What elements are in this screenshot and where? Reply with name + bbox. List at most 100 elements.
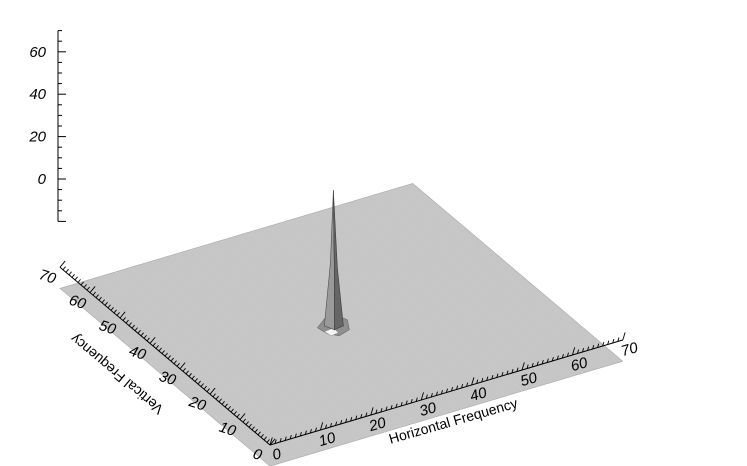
- x-minor-tick: [445, 388, 448, 393]
- y-minor-tick: [218, 398, 222, 403]
- y-minor-tick: [221, 400, 225, 405]
- x-minor-tick: [577, 349, 580, 354]
- x-minor-tick: [325, 424, 328, 429]
- x-minor-tick: [309, 429, 312, 434]
- x-tick-label: 70: [619, 339, 640, 360]
- x-minor-tick: [456, 385, 459, 390]
- y-minor-tick: [236, 413, 240, 418]
- y-minor-tick: [92, 291, 96, 296]
- y-minor-tick: [260, 434, 264, 438]
- y-minor-tick: [110, 307, 114, 311]
- y-minor-tick: [71, 273, 75, 278]
- x-minor-tick: [365, 412, 368, 417]
- y-minor-tick: [215, 395, 219, 400]
- x-tick-label: 40: [468, 384, 489, 405]
- y-minor-tick: [101, 299, 105, 304]
- y-major-tick: [269, 438, 276, 446]
- x-major-tick: [622, 332, 626, 341]
- y-minor-tick: [206, 388, 210, 392]
- y-tick-label: 20: [186, 393, 209, 415]
- x-minor-tick: [350, 417, 353, 422]
- x-minor-tick: [274, 439, 277, 444]
- y-minor-tick: [128, 322, 132, 326]
- y-minor-tick: [245, 421, 249, 425]
- y-major-tick: [59, 260, 66, 268]
- x-major-tick: [319, 422, 324, 431]
- y-minor-tick: [65, 268, 69, 273]
- x-minor-tick: [430, 393, 433, 398]
- y-minor-tick: [197, 380, 201, 385]
- y-minor-tick: [125, 319, 129, 324]
- axes-layer: [57, 30, 626, 446]
- x-minor-tick: [546, 358, 549, 363]
- y-minor-tick: [233, 411, 237, 415]
- y-minor-tick: [200, 383, 204, 387]
- y-tick-label: 60: [67, 292, 89, 314]
- x-major-tick: [471, 377, 475, 386]
- y-minor-tick: [83, 284, 87, 288]
- y-minor-tick: [188, 373, 192, 377]
- y-major-tick: [119, 311, 126, 319]
- y-minor-tick: [98, 296, 102, 301]
- y-minor-tick: [248, 423, 252, 428]
- x-minor-tick: [597, 343, 600, 348]
- z-tick-label: 40: [29, 86, 46, 103]
- z-tick-label: 20: [28, 129, 46, 146]
- x-minor-tick: [410, 399, 413, 404]
- x-minor-tick: [299, 432, 302, 437]
- x-minor-tick: [536, 361, 539, 366]
- x-minor-tick: [304, 430, 307, 435]
- x-tick-label: 10: [317, 429, 338, 450]
- y-minor-tick: [242, 418, 246, 423]
- y-tick-label: 50: [97, 317, 119, 339]
- peak-layer: [316, 190, 350, 337]
- y-minor-tick: [257, 431, 261, 436]
- y-minor-tick: [77, 279, 81, 283]
- x-minor-tick: [607, 340, 610, 345]
- y-minor-tick: [191, 375, 195, 380]
- y-minor-tick: [137, 329, 141, 334]
- x-minor-tick: [516, 367, 519, 372]
- y-minor-tick: [131, 324, 135, 329]
- x-minor-tick: [435, 391, 438, 396]
- y-tick-label: 40: [127, 342, 149, 364]
- y-minor-tick: [116, 312, 120, 316]
- z-tick-label: 0: [38, 171, 47, 188]
- x-minor-tick: [294, 433, 297, 438]
- x-minor-tick: [390, 405, 393, 410]
- x-minor-tick: [340, 420, 343, 425]
- y-tick-label: 70: [37, 266, 59, 288]
- y-minor-tick: [224, 403, 228, 408]
- x-minor-tick: [440, 390, 443, 395]
- x-minor-tick: [425, 394, 428, 399]
- y-minor-tick: [212, 393, 216, 398]
- x-minor-tick: [476, 379, 479, 384]
- y-major-tick: [209, 387, 216, 395]
- x-minor-tick: [466, 382, 469, 387]
- x-minor-tick: [551, 357, 554, 362]
- x-minor-tick: [375, 409, 378, 414]
- y-minor-tick: [266, 439, 270, 443]
- x-tick-label: 60: [569, 354, 590, 375]
- x-minor-tick: [451, 387, 454, 392]
- y-minor-tick: [95, 294, 99, 298]
- x-minor-tick: [592, 345, 595, 350]
- y-major-tick: [149, 336, 156, 344]
- x-major-tick: [269, 437, 273, 446]
- y-minor-tick: [104, 301, 108, 306]
- x-major-tick: [571, 347, 576, 356]
- y-major-tick: [239, 413, 246, 420]
- y-minor-tick: [74, 276, 78, 281]
- x-minor-tick: [491, 375, 494, 380]
- y-minor-tick: [263, 436, 267, 441]
- x-minor-tick: [511, 369, 514, 374]
- y-minor-tick: [122, 317, 126, 321]
- x-tick-label: 50: [518, 369, 539, 390]
- x-minor-tick: [617, 337, 620, 342]
- y-minor-tick: [254, 428, 258, 433]
- y-minor-tick: [203, 385, 207, 390]
- x-minor-tick: [561, 354, 564, 359]
- x-minor-tick: [415, 397, 418, 402]
- y-minor-tick: [230, 408, 234, 413]
